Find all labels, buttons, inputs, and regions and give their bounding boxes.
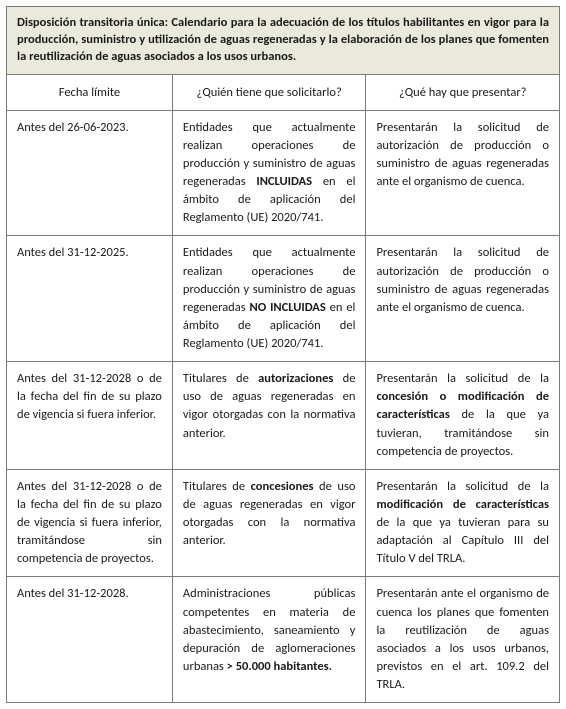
cell-fecha: Antes del 31-12-2025. [7, 236, 173, 362]
cell-que: Presentarán la solicitud de la concesión… [366, 362, 560, 470]
calendar-table: Disposición transitoria única: Calendari… [6, 6, 560, 703]
cell-quien: Titulares de concesiones de uso de aguas… [172, 469, 366, 577]
table-row: Antes del 31-12-2025. Entidades que actu… [7, 236, 560, 362]
table-row: Antes del 31-12-2028. Administraciones p… [7, 577, 560, 703]
table-row: Antes del 31-12-2028 o de la fecha del f… [7, 469, 560, 577]
table-body: Antes del 26-06-2023. Entidades que actu… [7, 110, 560, 703]
cell-fecha: Antes del 31-12-2028 o de la fecha del f… [7, 469, 173, 577]
cell-fecha: Antes del 26-06-2023. [7, 110, 173, 236]
cell-que: Presentarán ante el organismo de cuenca … [366, 577, 560, 703]
cell-que: Presentarán la solicitud de autorización… [366, 110, 560, 236]
table-row: Antes del 26-06-2023. Entidades que actu… [7, 110, 560, 236]
cell-fecha: Antes del 31-12-2028 o de la fecha del f… [7, 362, 173, 470]
col-header-fecha: Fecha límite [7, 74, 173, 110]
col-header-quien: ¿Quién tiene que solicitarlo? [172, 74, 366, 110]
cell-quien: Administraciones públicas competentes en… [172, 577, 366, 703]
cell-quien: Titulares de autorizaciones de uso de ag… [172, 362, 366, 470]
cell-quien: Entidades que actualmente realizan opera… [172, 110, 366, 236]
cell-que: Presentarán la solicitud de la modificac… [366, 469, 560, 577]
table-row: Antes del 31-12-2028 o de la fecha del f… [7, 362, 560, 470]
col-header-que: ¿Qué hay que presentar? [366, 74, 560, 110]
cell-quien: Entidades que actualmente realizan opera… [172, 236, 366, 362]
table-title: Disposición transitoria única: Calendari… [7, 7, 560, 75]
cell-fecha: Antes del 31-12-2028. [7, 577, 173, 703]
cell-que: Presentarán la solicitud de autorización… [366, 236, 560, 362]
